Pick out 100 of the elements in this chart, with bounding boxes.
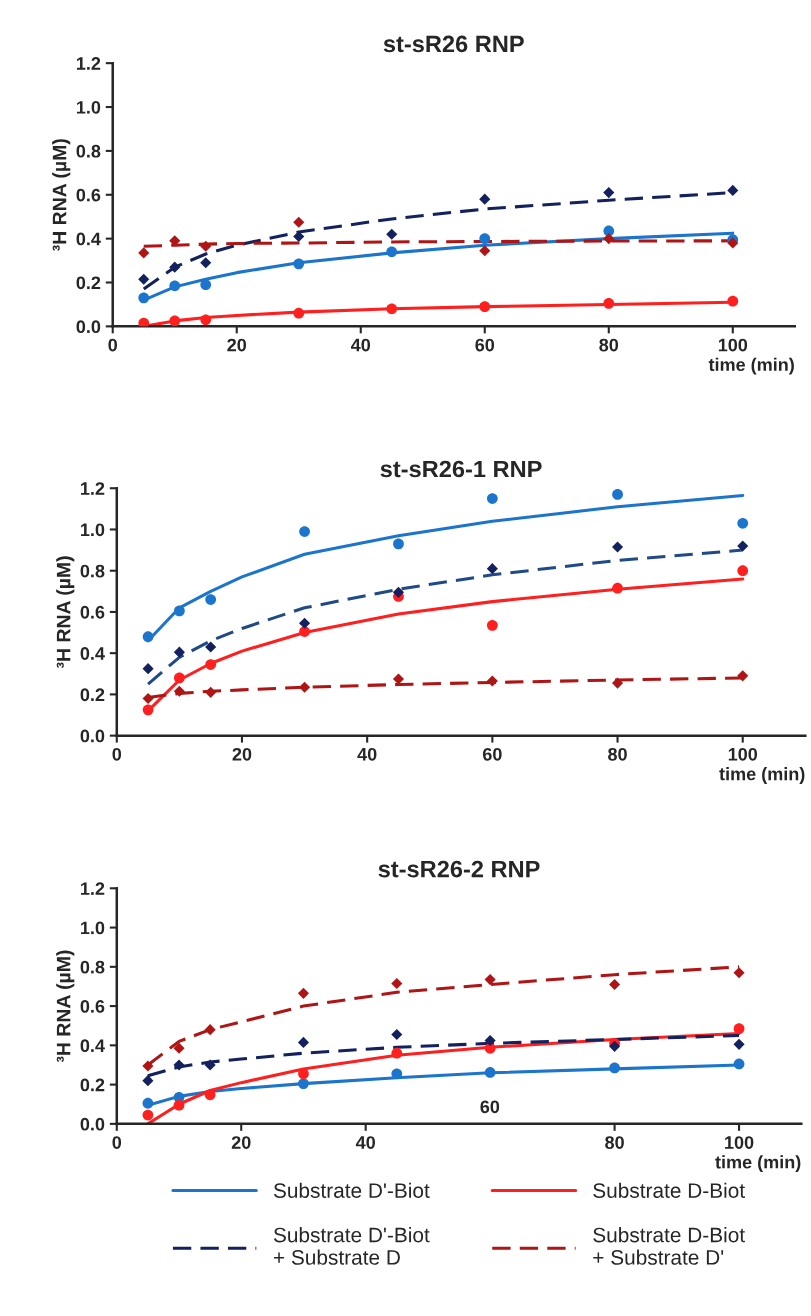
x-axis-title: time (min) — [715, 1155, 801, 1173]
point — [392, 586, 405, 598]
point — [293, 307, 305, 319]
y-tick-label: 1.0 — [76, 100, 101, 114]
point — [173, 1099, 185, 1111]
x-tick-label: 0 — [108, 338, 118, 352]
x-axis-title: time (min) — [708, 357, 794, 375]
point — [603, 233, 615, 245]
x-tick-label: 20 — [227, 338, 247, 352]
point — [205, 641, 217, 653]
y-axis-title: ³H RNA (µM) — [56, 950, 75, 1063]
x-tick-label: 80 — [608, 747, 627, 761]
legend-label: Substrate D'-Biot + Substrate D — [273, 1227, 430, 1265]
x-tick-label: 0 — [112, 1136, 122, 1149]
point — [479, 233, 491, 245]
y-tick-label: 0.4 — [80, 1039, 105, 1053]
x-tick-label: 20 — [231, 1136, 251, 1149]
x-tick-label: 0 — [112, 747, 122, 761]
x-tick-label: 20 — [232, 747, 252, 761]
y-tick-label: 0.6 — [80, 605, 105, 619]
point — [393, 538, 404, 550]
point — [169, 315, 181, 327]
point — [612, 582, 623, 594]
point — [142, 663, 154, 675]
point — [204, 1059, 216, 1071]
point — [603, 297, 615, 309]
point — [200, 240, 212, 252]
y-tick-label: 0.4 — [76, 232, 101, 246]
x-tick-label: 80 — [605, 1136, 624, 1149]
point — [486, 619, 498, 631]
x-tick-label: 60 — [482, 747, 502, 761]
point — [386, 303, 398, 315]
point — [484, 1034, 496, 1046]
x-tick-label: 80 — [599, 338, 619, 352]
legend-label: Substrate D'-Biot — [273, 1182, 430, 1198]
point — [612, 489, 623, 500]
point — [386, 228, 398, 240]
y-axis-title: ³H RNA (µM) — [56, 556, 75, 669]
y-tick-label: 0.8 — [80, 564, 105, 578]
point — [733, 1058, 745, 1070]
chart-title: st-sR26 RNP — [383, 35, 524, 53]
point — [484, 1067, 496, 1078]
y-tick-label: 1.2 — [76, 57, 101, 70]
point — [142, 1075, 154, 1087]
y-tick-label: 1.2 — [81, 482, 105, 495]
point — [486, 675, 498, 687]
point — [727, 295, 739, 307]
point — [386, 246, 398, 258]
point — [142, 1097, 154, 1109]
point — [138, 317, 150, 327]
point — [297, 987, 310, 999]
point — [200, 314, 212, 326]
point — [174, 672, 185, 684]
point — [737, 565, 749, 577]
point — [737, 517, 749, 529]
x-tick-label: 40 — [350, 338, 371, 352]
point — [733, 1038, 745, 1050]
point — [293, 216, 305, 228]
point — [205, 659, 217, 670]
x-tick-label: 100 — [728, 747, 758, 761]
y-tick-label: 0.8 — [76, 144, 101, 158]
y-tick-label: 0.2 — [76, 276, 101, 290]
point — [603, 187, 615, 199]
annotation: 60 — [480, 1100, 500, 1114]
y-tick-label: 0.4 — [80, 647, 105, 660]
point — [299, 617, 311, 629]
point — [733, 967, 745, 979]
point — [173, 1059, 185, 1071]
point — [142, 1109, 154, 1121]
legend-label: Substrate D-Biot + Substrate D' — [593, 1227, 745, 1265]
y-tick-label: 0.8 — [80, 960, 105, 974]
y-tick-label: 0.2 — [80, 1078, 105, 1092]
point — [486, 493, 498, 504]
x-tick-label: 60 — [475, 338, 495, 352]
point — [204, 1024, 216, 1036]
point — [174, 605, 185, 617]
point — [142, 704, 154, 716]
point — [727, 184, 739, 196]
point — [609, 978, 621, 991]
point — [299, 681, 311, 693]
point — [479, 301, 491, 313]
point — [299, 526, 310, 537]
point — [737, 540, 749, 552]
point — [293, 258, 305, 270]
point — [391, 1068, 403, 1080]
y-tick-label: 1.0 — [81, 921, 105, 935]
point — [169, 235, 181, 247]
point — [391, 1047, 403, 1059]
y-tick-label: 0.6 — [80, 1000, 105, 1013]
point — [200, 279, 212, 291]
point — [138, 247, 150, 259]
y-tick-label: 0.0 — [76, 320, 101, 334]
chart-title: st-sR26-2 RNP — [378, 860, 540, 878]
y-tick-label: 1.0 — [81, 523, 105, 537]
point — [205, 594, 217, 605]
x-tick-label: 40 — [357, 747, 377, 761]
x-tick-label: 100 — [718, 338, 748, 352]
point — [391, 977, 403, 990]
point — [169, 261, 181, 273]
point — [169, 280, 181, 292]
